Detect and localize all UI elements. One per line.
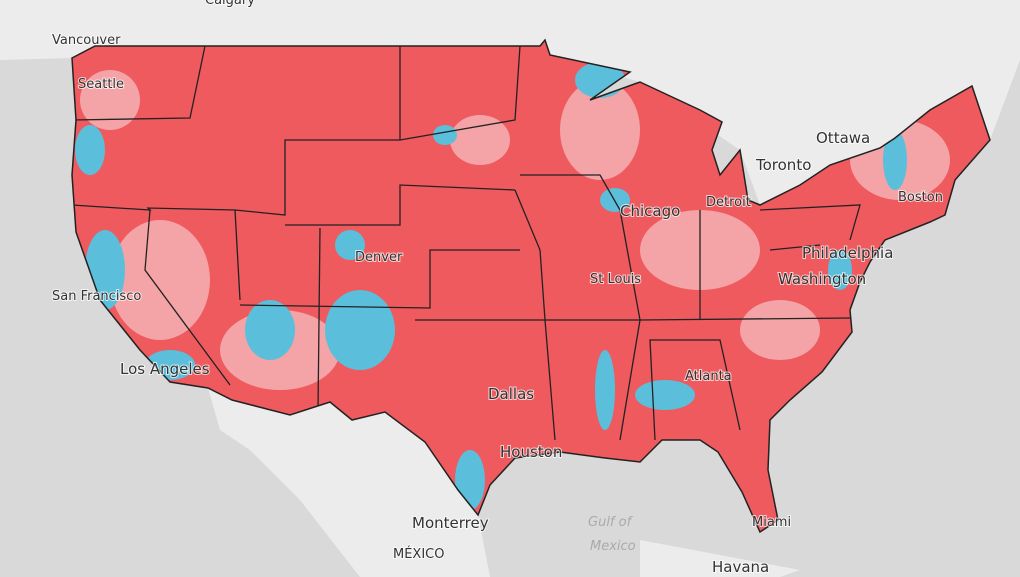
city-label: Washington: [778, 270, 866, 288]
city-label: Atlanta: [685, 369, 732, 384]
city-label: St Louis: [590, 272, 641, 287]
water-label: Gulf of: [588, 515, 634, 530]
country-label: MÉXICO: [393, 546, 444, 562]
city-label: Dallas: [488, 385, 534, 403]
city-label: Los Angeles: [120, 360, 210, 378]
city-label: Detroit: [706, 195, 751, 210]
city-label: Toronto: [755, 156, 811, 174]
canada: [0, 0, 1020, 240]
water-label: Mexico: [590, 539, 636, 554]
city-label: Chicago: [620, 202, 680, 220]
city-label: Vancouver: [52, 33, 121, 48]
state-borders: [72, 45, 861, 441]
city-label: Havana: [712, 558, 769, 576]
cuba: [640, 540, 800, 577]
city-label: Ottawa: [816, 129, 870, 147]
city-label: Boston: [898, 190, 943, 205]
city-label: Miami: [752, 515, 791, 530]
city-label: San Francisco: [52, 289, 141, 304]
city-label: Houston: [500, 443, 562, 461]
city-label: Calgary: [205, 0, 255, 8]
city-label: Denver: [355, 250, 403, 265]
city-label: Seattle: [78, 77, 124, 92]
labels: Calgary Vancouver Seattle San Francisco …: [51, 0, 944, 577]
city-label: Monterrey: [412, 514, 489, 532]
mexico-land: [208, 388, 490, 577]
city-label: Philadelphia: [802, 244, 893, 262]
